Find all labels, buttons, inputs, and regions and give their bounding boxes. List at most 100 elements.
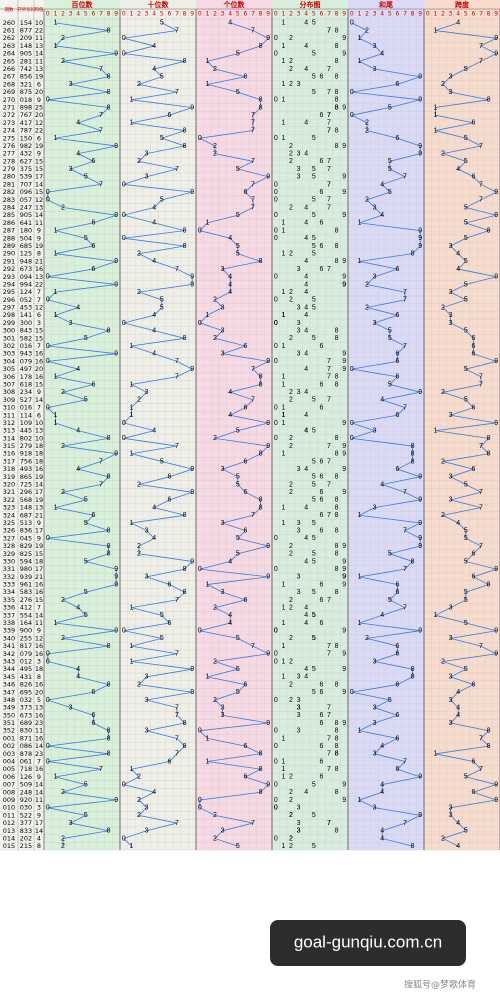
trend-digit: 1: [129, 604, 133, 611]
digit-header: 4: [456, 11, 460, 18]
trend-digit: 7: [479, 504, 483, 511]
trend-digit: 1: [53, 504, 57, 511]
distribution-digit: 0: [274, 227, 278, 234]
trend-digit: 5: [464, 135, 468, 142]
trend-digit: 1: [129, 343, 133, 350]
digit-header: 7: [327, 11, 331, 18]
sum: 20: [35, 365, 43, 373]
trend-digit: 8: [183, 720, 187, 727]
distribution-digit: 0: [274, 658, 278, 665]
trend-digit: 7: [251, 27, 255, 34]
sum: 22: [35, 280, 43, 288]
trend-digit: 7: [479, 643, 483, 650]
trend-digit: 6: [91, 243, 95, 250]
distribution-digit: 0: [274, 835, 278, 842]
trend-digit: 3: [373, 66, 377, 73]
distribution-digit: 4: [304, 43, 308, 50]
distribution-digit: 0: [274, 320, 278, 327]
trend-digit: 2: [213, 604, 217, 611]
trend-digit: 5: [464, 620, 468, 627]
sum: 10: [35, 434, 43, 442]
trend-digit: 3: [373, 805, 377, 812]
trend-digit: 7: [175, 651, 179, 658]
period: 283: [3, 196, 15, 204]
distribution-digit: 0: [274, 235, 278, 242]
distribution-digit: 5: [312, 20, 316, 27]
period: 273: [3, 119, 15, 127]
sum: 11: [35, 796, 43, 804]
trend-digit: 5: [236, 535, 240, 542]
distribution-digit: 4: [304, 312, 308, 319]
trend-digit: 8: [107, 751, 111, 758]
trend-digit: 6: [395, 681, 399, 688]
trend-digit: 5: [236, 843, 240, 850]
trend-digit: 3: [449, 89, 453, 96]
digit-header: 3: [69, 11, 73, 18]
trend-digit: 2: [61, 389, 65, 396]
trend-digit: 0: [122, 628, 126, 635]
distribution-digit: 1: [281, 451, 285, 458]
draw-number: 124: [20, 288, 32, 296]
distribution-digit: 8: [335, 743, 339, 750]
trend-digit: 0: [350, 89, 354, 96]
distribution-digit: 8: [335, 504, 339, 511]
digit-header: 8: [335, 11, 339, 18]
period: 272: [3, 111, 15, 119]
draw-number: 096: [20, 188, 32, 196]
trend-digit: 6: [91, 158, 95, 165]
period: 325: [3, 519, 15, 527]
distribution-digit: 2: [289, 389, 293, 396]
distribution-digit: 3: [297, 304, 301, 311]
trend-digit: 0: [198, 135, 202, 142]
distribution-digit: 9: [342, 104, 346, 111]
distribution-digit: 8: [335, 643, 339, 650]
trend-digit: 5: [236, 89, 240, 96]
distribution-digit: 5: [312, 251, 316, 258]
distribution-digit: 5: [312, 397, 316, 404]
trend-digit: 9: [494, 274, 498, 281]
distribution-digit: 2: [289, 812, 293, 819]
trend-digit: 7: [251, 204, 255, 211]
distribution-digit: 0: [274, 135, 278, 142]
draw-number: 061: [20, 758, 32, 766]
trend-digit: 1: [205, 735, 209, 742]
trend-digit: 1: [129, 381, 133, 388]
trend-digit: 8: [259, 504, 263, 511]
trend-digit: 4: [456, 712, 460, 719]
trend-digit: 8: [107, 89, 111, 96]
distribution-digit: 3: [297, 81, 301, 88]
trend-digit: 9: [190, 366, 194, 373]
trend-digit: 6: [471, 551, 475, 558]
trend-digit: 8: [487, 97, 491, 104]
distribution-digit: 6: [319, 597, 323, 604]
trend-digit: 0: [350, 689, 354, 696]
trend-digit: 9: [494, 35, 498, 42]
distribution-digit: 2: [289, 812, 293, 819]
distribution-digit: 9: [342, 366, 346, 373]
draw-number: 898: [20, 103, 32, 111]
trend-digit: 9: [266, 420, 270, 427]
trend-digit: 6: [471, 351, 475, 358]
period: 290: [3, 250, 15, 258]
sum: 16: [35, 265, 43, 273]
draw-number: 432: [20, 150, 32, 158]
distribution-digit: 4: [304, 604, 308, 611]
distribution-digit: 8: [335, 143, 339, 150]
distribution-digit: 2: [289, 658, 293, 665]
trend-digit: 9: [114, 628, 118, 635]
trend-digit: 5: [464, 666, 468, 673]
distribution-digit: 9: [342, 466, 346, 473]
distribution-digit: 5: [312, 335, 316, 342]
trend-digit: 3: [373, 658, 377, 665]
distribution-digit: 3: [297, 389, 301, 396]
trend-digit: 2: [441, 304, 445, 311]
trend-digit: 5: [464, 558, 468, 565]
trend-digit: 1: [205, 312, 209, 319]
sum: 19: [35, 242, 43, 250]
distribution-digit: 8: [335, 720, 339, 727]
draw-number: 865: [20, 473, 32, 481]
trend-digit: 3: [373, 43, 377, 50]
draw-number: 247: [20, 204, 32, 212]
distribution-digit: 5: [312, 520, 316, 527]
trend-digit: 3: [145, 574, 149, 581]
